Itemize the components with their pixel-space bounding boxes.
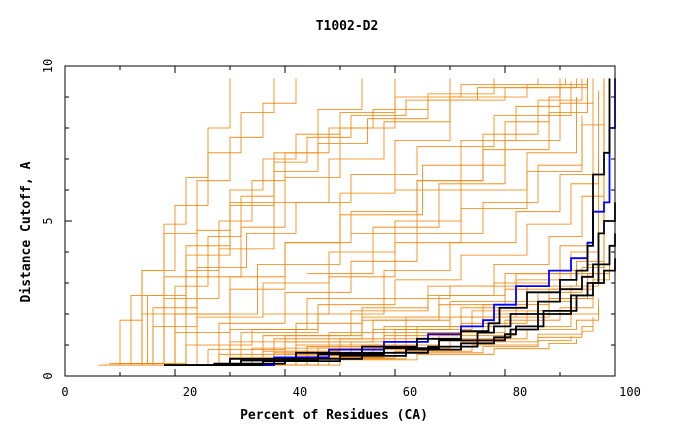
x-tick-label-60: 60: [403, 385, 417, 399]
model-curve-39: [263, 78, 605, 315]
highlight-curve-2: [164, 78, 611, 366]
model-curve-13: [175, 81, 605, 366]
axis-ticks: 0 20 40 60 80 100 0 5 10: [41, 59, 641, 399]
model-curve-41: [351, 78, 583, 234]
model-curve-1: [98, 78, 566, 366]
x-tick-label-20: 20: [183, 385, 197, 399]
model-curve-7: [114, 81, 572, 364]
y-tick-label-0: 0: [41, 372, 55, 379]
y-tick-label-10: 10: [41, 59, 55, 73]
plot-area: [98, 78, 616, 366]
y-axis-label: Distance Cutoff, A: [19, 161, 34, 302]
model-curve-36: [109, 78, 297, 366]
y-tick-label-5: 5: [41, 217, 55, 224]
model-curve-38: [103, 78, 231, 366]
x-tick-label-100: 100: [619, 385, 641, 399]
model-curve-30: [131, 264, 594, 366]
model-curve-40: [307, 78, 594, 275]
highlight-curve-4: [186, 233, 616, 366]
model-curve-10: [147, 115, 583, 366]
model-curve-32: [153, 295, 577, 366]
x-axis-label: Percent of Residues (CA): [240, 408, 428, 423]
model-curve-22: [197, 289, 594, 366]
model-curve-31: [142, 270, 599, 366]
model-curve-14: [186, 174, 594, 366]
chart-title: T1002-D2: [316, 19, 379, 34]
model-curve-8: [125, 78, 588, 366]
model-curve-3: [120, 78, 577, 364]
model-curve-2: [109, 78, 588, 364]
model-curve-42: [395, 78, 588, 191]
model-curve-17: [219, 97, 605, 366]
model-curve-4: [131, 78, 539, 364]
highlight-curve-5: [213, 258, 616, 365]
x-tick-label-40: 40: [293, 385, 307, 399]
x-tick-label-80: 80: [513, 385, 527, 399]
x-tick-label-0: 0: [61, 385, 68, 399]
model-curve-34: [114, 78, 396, 366]
model-curve-29: [120, 264, 572, 366]
model-curve-12: [169, 90, 599, 366]
model-curve-5: [142, 78, 561, 364]
model-curve-35: [131, 78, 451, 366]
